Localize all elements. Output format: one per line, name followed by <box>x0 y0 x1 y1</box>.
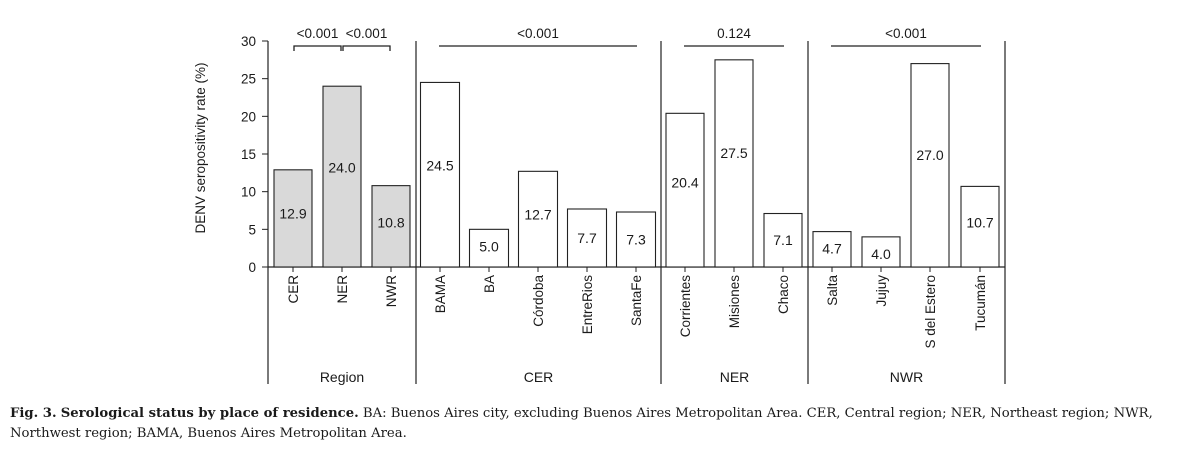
y-tick-label: 20 <box>241 109 256 124</box>
category-label: Córdoba <box>531 275 546 327</box>
category-label: BA <box>482 275 497 293</box>
bar-value-label: 7.3 <box>626 231 646 247</box>
y-tick-label: 15 <box>241 147 256 162</box>
category-label: CER <box>286 275 301 304</box>
p-value-label: <0.001 <box>346 26 388 41</box>
group-label: Region <box>320 369 364 385</box>
bar-value-label: 12.9 <box>279 206 306 222</box>
p-value-label: <0.001 <box>297 26 339 41</box>
bar-value-label: 4.7 <box>822 241 842 257</box>
bars: 12.9 24.0 10.8 24.5 5.0 12.7 7.7 7.3 20.4 27.5 7.1… <box>273 59 1000 268</box>
group-label: NER <box>720 369 750 385</box>
bar-value-label: 24.5 <box>426 157 453 173</box>
y-tick-label: 0 <box>248 260 256 275</box>
seropositivity-bar-chart: 0 5 10 15 20 25 30 12.9 24.0 10.8 24.5 5.0 12.7 7.7 7… <box>193 26 1006 385</box>
bar-value-label: 4.0 <box>871 246 891 262</box>
bar-value-label: 10.8 <box>377 214 404 230</box>
bar-value-label: 24.0 <box>328 160 355 176</box>
p-value-label: 0.124 <box>717 26 751 41</box>
bar-value-label: 7.7 <box>577 230 597 246</box>
bar <box>322 85 362 268</box>
bar <box>812 231 852 268</box>
bar-value-label: 27.0 <box>916 147 943 163</box>
bar-value-label: 5.0 <box>479 238 499 254</box>
bar <box>960 185 1000 268</box>
category-label: NWR <box>384 275 399 307</box>
caption-figure-number: Fig. 3. <box>10 406 57 421</box>
bar <box>861 236 901 268</box>
y-tick-label: 5 <box>248 222 256 237</box>
group-label: CER <box>524 369 554 385</box>
bar-value-label: 7.1 <box>773 232 793 248</box>
bar-value-label: 10.7 <box>966 215 993 231</box>
bar <box>517 170 559 268</box>
bar <box>566 208 608 268</box>
category-label: Salta <box>825 275 840 306</box>
category-label: Corrientes <box>678 275 693 338</box>
p-value-bracket <box>342 45 391 51</box>
category-labels: CER NER NWR Region BAMA BA Córdoba EntreRios San… <box>286 267 988 385</box>
category-label: S del Estero <box>923 275 938 349</box>
category-label: BAMA <box>433 275 448 313</box>
category-label: Tucumán <box>973 275 988 331</box>
category-label: Misiones <box>727 275 742 329</box>
p-value-label: <0.001 <box>517 26 559 41</box>
p-value-annotations: <0.001 <0.001 <0.001 0.124 <0.001 <box>293 26 981 51</box>
bar <box>714 59 754 268</box>
category-label: Chaco <box>776 275 791 314</box>
category-label: Jujuy <box>874 275 889 307</box>
bar-value-label: 27.5 <box>720 145 747 161</box>
p-value-label: <0.001 <box>885 26 927 41</box>
bar <box>419 81 461 268</box>
figure-caption: Fig. 3. Serological status by place of r… <box>10 404 1190 444</box>
y-tick-label: 10 <box>241 185 256 200</box>
y-tick-label: 25 <box>241 72 256 87</box>
caption-text: BA: Buenos Aires city, excluding Buenos … <box>10 406 1153 441</box>
category-label: EntreRios <box>580 275 595 335</box>
group-label: NWR <box>890 369 923 385</box>
category-label: NER <box>335 275 350 304</box>
y-axis-title: DENV seropositivity rate (%) <box>193 62 208 233</box>
bar-value-label: 20.4 <box>671 174 698 190</box>
caption-title: Serological status by place of residence… <box>60 406 359 421</box>
category-label: SantaFe <box>629 275 644 326</box>
bar <box>763 212 803 268</box>
p-value-bracket <box>293 45 342 51</box>
y-tick-label: 30 <box>241 34 256 49</box>
bar <box>615 211 657 268</box>
bar <box>910 63 950 268</box>
bar-value-label: 12.7 <box>524 206 551 222</box>
